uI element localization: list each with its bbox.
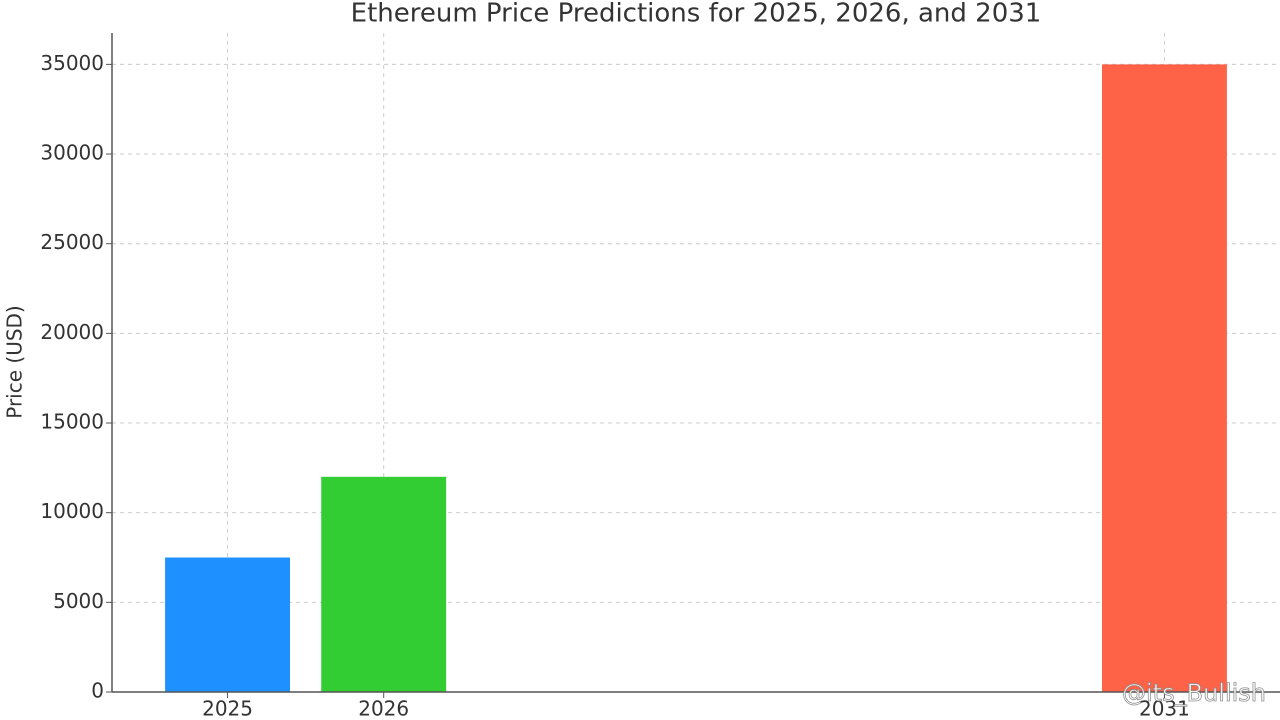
y-axis-label: Price (USD) [3, 305, 27, 419]
y-tick-label: 15000 [40, 410, 104, 434]
y-tick-label: 5000 [53, 589, 104, 613]
y-tick-label: 10000 [40, 499, 104, 523]
chart-title: Ethereum Price Predictions for 2025, 202… [351, 0, 1042, 29]
y-tick-label: 20000 [40, 320, 104, 344]
bar [321, 476, 447, 692]
bar [1101, 64, 1227, 692]
x-tick-label: 2025 [202, 697, 253, 720]
x-tick-label: 2031 [1139, 697, 1190, 720]
y-tick-label: 25000 [40, 230, 104, 254]
y-tick-label: 30000 [40, 141, 104, 165]
bar [165, 557, 291, 692]
watermark: @its_Bullish [1122, 679, 1266, 707]
y-tick-label: 0 [91, 679, 104, 703]
y-tick-label: 35000 [40, 51, 104, 75]
x-tick-label: 2026 [358, 697, 409, 720]
